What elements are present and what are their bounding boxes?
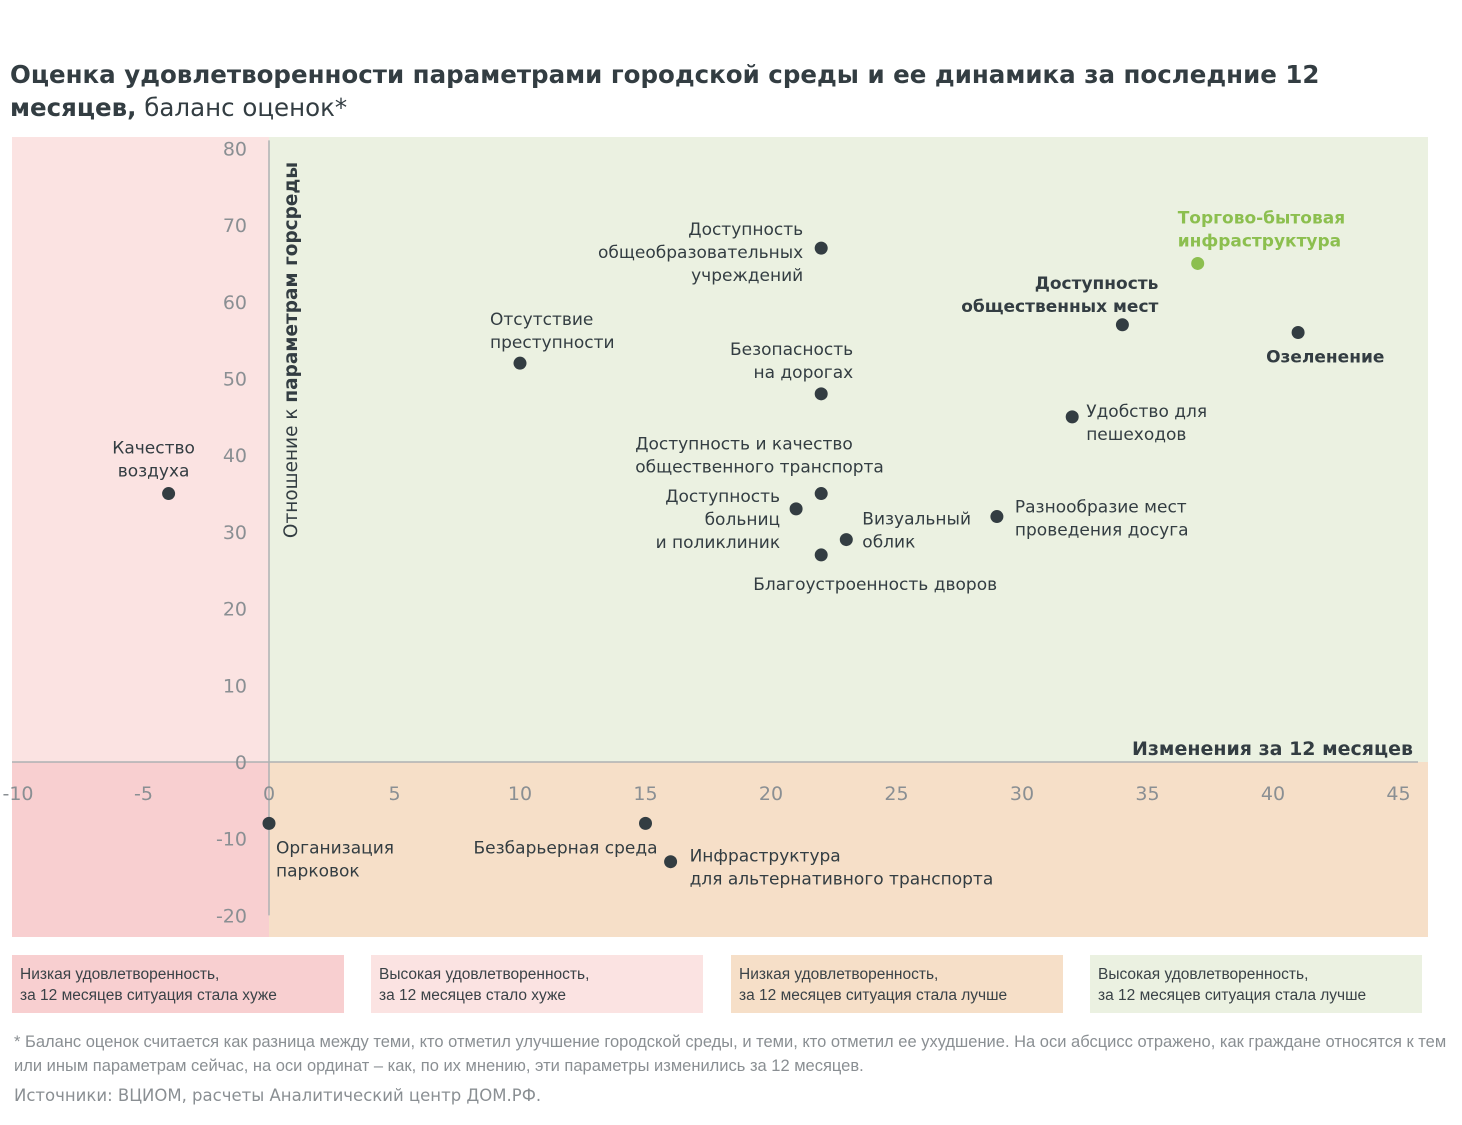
legend-item-line2: за 12 месяцев ситуация стала лучше <box>739 987 1008 1004</box>
scatter-chart: 80 70 60 50 40 30 20 10 0 -10 -20 -10 -5 0 5 10 15 20 25 30… <box>2 137 1428 937</box>
data-point-label: Торгово-бытовая <box>1178 208 1345 228</box>
legend-item-high-better: Высокая удовлетворенность, за 12 месяцев… <box>1090 955 1422 1013</box>
footnote: * Баланс оценок считается как разница ме… <box>14 1033 1447 1075</box>
x-tick-label: 25 <box>884 783 908 805</box>
data-point-label: Инфраструктура <box>690 847 841 867</box>
data-point <box>839 533 853 547</box>
data-point-label: Безопасность <box>730 340 853 360</box>
x-tick-label: 0 <box>263 783 275 805</box>
y-tick-label: 20 <box>223 599 247 621</box>
legend-item-line1: Высокая удовлетворенность, <box>1098 966 1309 983</box>
data-point-label: Удобство для <box>1086 402 1207 422</box>
data-point-label: Озеленение <box>1266 347 1384 367</box>
y-tick-label: 60 <box>223 292 247 314</box>
legend-item-line1: Высокая удовлетворенность, <box>379 966 590 983</box>
y-tick-label: -20 <box>216 905 247 927</box>
data-point <box>513 356 527 370</box>
data-point-label: Качество <box>112 439 195 459</box>
data-point-label: на дорогах <box>753 363 853 383</box>
y-tick-label: 10 <box>223 675 247 697</box>
data-point-label: Доступность <box>665 487 780 507</box>
data-point-label: общественного транспорта <box>635 458 884 478</box>
y-tick-label: 70 <box>223 215 247 237</box>
legend-item-line2: за 12 месяцев ситуация стала лучше <box>1098 987 1367 1004</box>
x-tick-label: -10 <box>2 783 33 805</box>
x-tick-label: 30 <box>1010 783 1034 805</box>
source-note: Источники: ВЦИОМ, расчеты Аналитический … <box>14 1086 542 1105</box>
data-point-label: воздуха <box>118 462 190 482</box>
data-point <box>639 816 652 830</box>
quadrant-low-worse <box>12 762 269 937</box>
data-point-label: инфраструктура <box>1178 231 1341 251</box>
legend-item-line2: за 12 месяцев ситуация стала хуже <box>20 987 277 1004</box>
data-point <box>814 387 828 401</box>
y-axis-label: Отношение к параметрам горсреды <box>281 162 302 538</box>
data-point <box>1191 256 1205 270</box>
data-point-label: Безбарьерная среда <box>474 838 658 858</box>
chart-title: Оценка удовлетворенности параметрами гор… <box>10 58 1430 124</box>
x-tick-label: 40 <box>1261 783 1285 805</box>
legend-item-line1: Низкая удовлетворенность, <box>20 966 220 983</box>
y-tick-label: 0 <box>235 752 247 774</box>
y-tick-label: 40 <box>223 445 247 467</box>
data-point <box>814 548 828 562</box>
chart-title-bold: Оценка удовлетворенности параметрами гор… <box>10 60 1320 122</box>
data-point-label: и поликлиник <box>656 533 781 553</box>
data-point-label: парковок <box>276 861 360 881</box>
data-point <box>664 855 678 869</box>
data-point <box>814 241 828 255</box>
legend-item-line2: за 12 месяцев стало хуже <box>379 987 566 1004</box>
y-tick-label: 50 <box>223 369 247 391</box>
data-point <box>814 487 828 501</box>
legend-item-low-better: Низкая удовлетворенность, за 12 месяцев … <box>731 955 1063 1013</box>
data-point-label: Доступность <box>688 220 803 240</box>
data-point <box>1115 318 1129 332</box>
data-point <box>262 816 276 830</box>
y-tick-label: 80 <box>223 138 247 160</box>
data-point <box>789 502 803 516</box>
data-point-label: общеобразовательных <box>598 243 803 263</box>
y-tick-label: -10 <box>216 829 247 851</box>
x-tick-label: 35 <box>1135 783 1159 805</box>
data-point-label: Благоустроенность дворов <box>753 575 997 595</box>
quadrant-low-better <box>269 762 1428 937</box>
data-point-label: пешеходов <box>1086 425 1186 445</box>
x-tick-label: -5 <box>134 783 153 805</box>
legend-item-low-worse: Низкая удовлетворенность, за 12 месяцев … <box>12 955 344 1013</box>
data-point <box>990 510 1004 524</box>
data-point-label: Доступность <box>1035 274 1159 294</box>
chart-title-plain: баланс оценок* <box>144 93 348 122</box>
data-point <box>1291 325 1305 339</box>
data-point-label: преступности <box>490 333 615 353</box>
quadrant-high-better <box>269 137 1428 762</box>
data-point-label: Организация <box>276 838 394 858</box>
data-point <box>162 487 176 501</box>
data-point-label: проведения досуга <box>1015 521 1189 541</box>
data-point-label: облик <box>862 533 915 553</box>
x-axis-label: Изменения за 12 месяцев <box>1132 738 1413 760</box>
quadrant-high-worse <box>12 137 269 762</box>
data-point-label: Разнообразие мест <box>1015 498 1187 518</box>
data-point-label: больниц <box>705 510 781 530</box>
data-point <box>1065 410 1079 424</box>
x-tick-label: 45 <box>1386 783 1410 805</box>
data-point-label: Визуальный <box>862 510 971 530</box>
data-point-label: общественных мест <box>961 297 1158 317</box>
legend-item-high-worse: Высокая удовлетворенность, за 12 месяцев… <box>371 955 703 1013</box>
x-tick-label: 20 <box>759 783 783 805</box>
data-point-label: для альтернативного транспорта <box>690 870 994 890</box>
data-point-label: Доступность и качество <box>635 435 853 455</box>
legend-item-line1: Низкая удовлетворенность, <box>739 966 939 983</box>
data-point-label: учреждений <box>691 266 803 286</box>
y-tick-label: 30 <box>223 522 247 544</box>
x-tick-label: 5 <box>388 783 400 805</box>
x-tick-label: 10 <box>508 783 532 805</box>
data-point-label: Отсутствие <box>490 310 593 330</box>
x-tick-label: 15 <box>633 783 657 805</box>
